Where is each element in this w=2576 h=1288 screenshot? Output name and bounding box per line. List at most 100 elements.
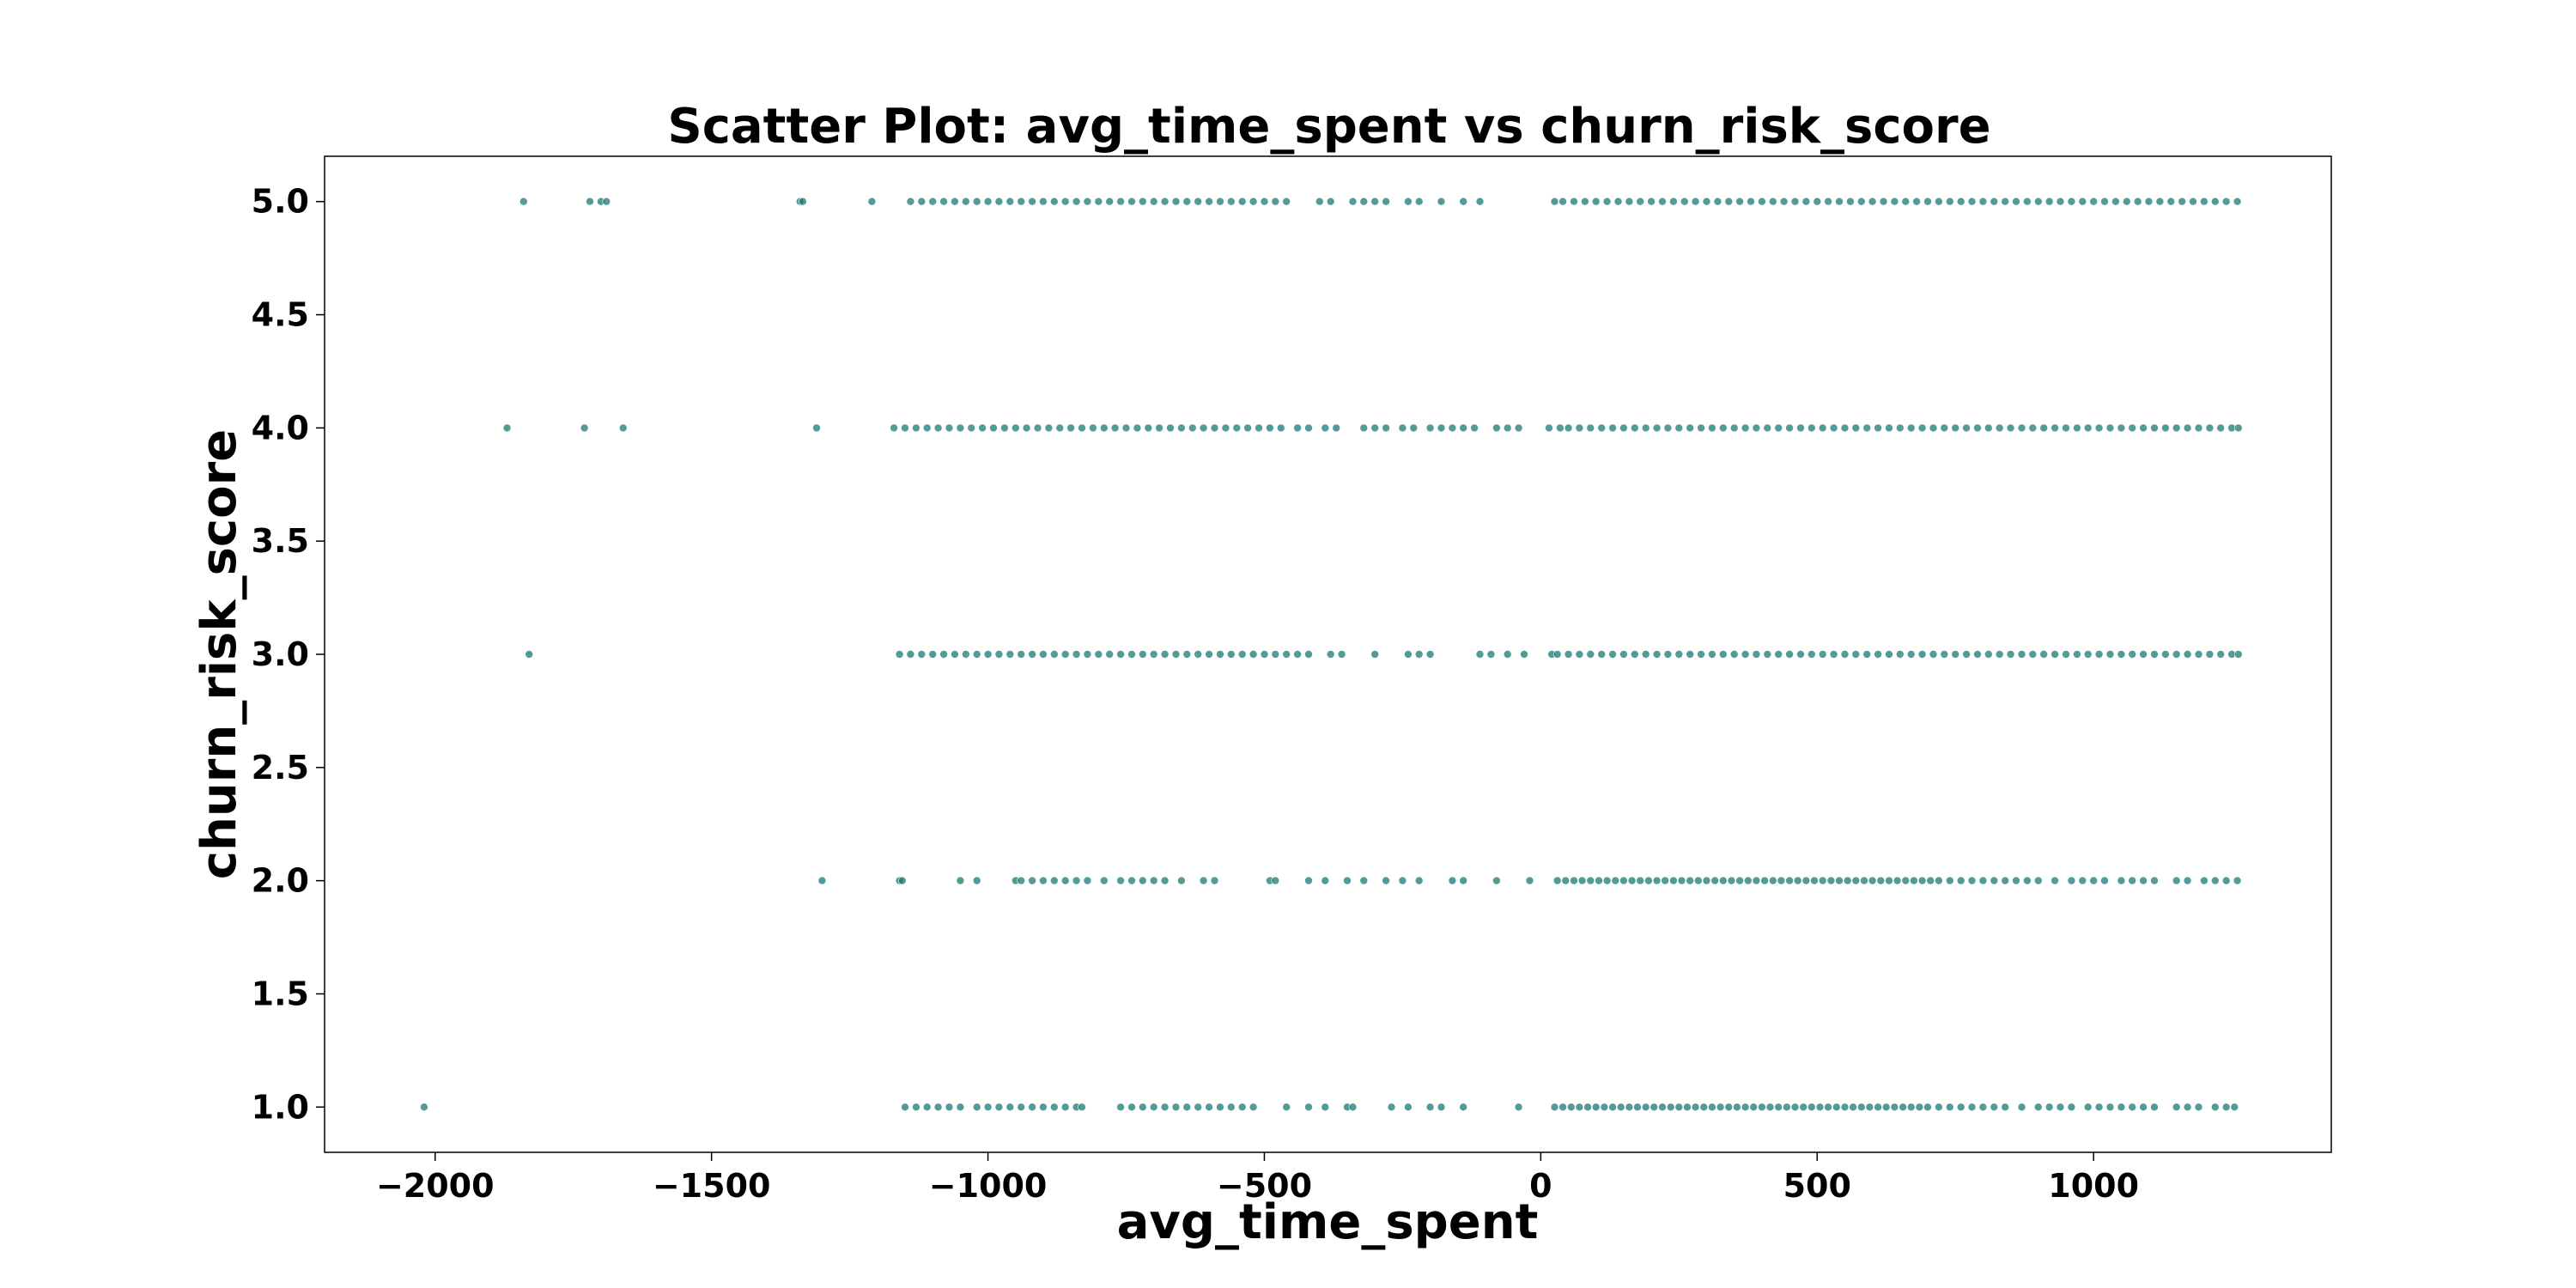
scatter-point xyxy=(1237,650,1247,659)
scatter-point xyxy=(1425,650,1435,659)
scatter-point xyxy=(1321,1103,1330,1112)
scatter-point xyxy=(2062,423,2070,433)
scatter-point xyxy=(1437,1103,1446,1112)
scatter-point xyxy=(1066,423,1075,433)
scatter-point xyxy=(1005,1103,1015,1112)
scatter-point xyxy=(1741,423,1750,433)
scatter-point xyxy=(1868,197,1877,206)
scatter-point xyxy=(1967,197,1977,206)
scatter-point xyxy=(983,1103,993,1112)
scatter-point xyxy=(1348,197,1358,206)
scatter-point xyxy=(1962,423,1971,433)
scatter-point xyxy=(1796,423,1805,433)
scatter-point xyxy=(1978,1103,1988,1112)
scatter-point xyxy=(2128,423,2136,433)
scatter-point xyxy=(2089,876,2098,885)
scatter-point xyxy=(1359,197,1369,206)
scatter-point xyxy=(1951,423,1959,433)
scatter-point xyxy=(1716,1103,1725,1112)
scatter-point xyxy=(1149,1103,1158,1112)
scatter-point xyxy=(2172,876,2181,885)
scatter-point xyxy=(1182,650,1192,659)
scatter-point xyxy=(1865,1103,1874,1112)
scatter-point xyxy=(1661,876,1669,885)
scatter-point xyxy=(2183,650,2192,659)
scatter-point xyxy=(939,650,948,659)
scatter-point xyxy=(1072,876,1081,885)
scatter-point xyxy=(1973,650,1982,659)
scatter-point xyxy=(1343,876,1352,885)
scatter-point xyxy=(1984,423,1993,433)
scatter-point xyxy=(1514,1103,1523,1112)
scatter-point xyxy=(1139,1103,1147,1112)
scatter-point xyxy=(1149,650,1158,659)
scatter-point xyxy=(1874,423,1882,433)
scatter-point xyxy=(2172,650,2181,659)
scatter-point xyxy=(2178,197,2186,206)
scatter-point xyxy=(2161,423,2170,433)
scatter-point xyxy=(2017,1103,2026,1112)
scatter-point xyxy=(1608,423,1617,433)
scatter-point xyxy=(1984,650,1993,659)
scatter-point xyxy=(1876,876,1886,885)
scatter-point xyxy=(1832,1103,1841,1112)
scatter-point xyxy=(1409,423,1419,433)
scatter-point xyxy=(1625,197,1634,206)
scatter-point xyxy=(586,197,594,206)
scatter-point xyxy=(1752,423,1761,433)
scatter-point xyxy=(967,423,975,433)
scatter-point xyxy=(1763,650,1772,659)
scatter-point xyxy=(1990,1103,1999,1112)
scatter-point xyxy=(1575,1103,1584,1112)
scatter-point xyxy=(1674,1103,1684,1112)
scatter-point xyxy=(1459,197,1467,206)
scatter-point xyxy=(1326,197,1335,206)
scatter-point xyxy=(917,197,927,206)
scatter-point xyxy=(1826,876,1836,885)
scatter-point xyxy=(1448,876,1457,885)
scatter-point xyxy=(1575,650,1584,659)
scatter-point xyxy=(1785,650,1794,659)
scatter-point xyxy=(1733,1103,1741,1112)
scatter-point xyxy=(1414,197,1424,206)
scatter-point xyxy=(1683,1103,1692,1112)
scatter-point xyxy=(1556,423,1564,433)
scatter-point xyxy=(994,650,1004,659)
scatter-point xyxy=(1293,423,1302,433)
scatter-point xyxy=(1012,423,1020,433)
scatter-point xyxy=(1194,650,1202,659)
scatter-point xyxy=(2172,1103,2181,1112)
scatter-point xyxy=(1801,197,1811,206)
scatter-point xyxy=(2012,876,2020,885)
scatter-point xyxy=(1005,650,1015,659)
scatter-point xyxy=(922,1103,932,1112)
scatter-point xyxy=(1304,650,1313,659)
scatter-point xyxy=(1602,876,1612,885)
scatter-point xyxy=(2028,650,2038,659)
scatter-point xyxy=(1271,197,1280,206)
scatter-point xyxy=(2166,197,2176,206)
scatter-point xyxy=(1227,650,1236,659)
scatter-point xyxy=(2150,1103,2159,1112)
scatter-point xyxy=(2221,197,2231,206)
scatter-point xyxy=(1475,197,1485,206)
scatter-point xyxy=(951,650,959,659)
scatter-point xyxy=(1348,1103,1358,1112)
scatter-point xyxy=(1437,423,1446,433)
scatter-point xyxy=(1647,197,1656,206)
scatter-point xyxy=(1060,650,1070,659)
scatter-point xyxy=(1649,1103,1659,1112)
scatter-point xyxy=(1017,1103,1025,1112)
scatter-point xyxy=(1874,1103,1882,1112)
scatter-point xyxy=(1083,876,1092,885)
scatter-point xyxy=(1033,423,1042,433)
scatter-point xyxy=(1790,197,1800,206)
scatter-point xyxy=(2205,650,2215,659)
scatter-point xyxy=(1105,197,1114,206)
scatter-point xyxy=(922,423,932,433)
scatter-point xyxy=(956,1103,965,1112)
scatter-point xyxy=(1677,876,1686,885)
scatter-point xyxy=(906,650,915,659)
scatter-point xyxy=(1370,423,1379,433)
scatter-point xyxy=(1078,423,1086,433)
